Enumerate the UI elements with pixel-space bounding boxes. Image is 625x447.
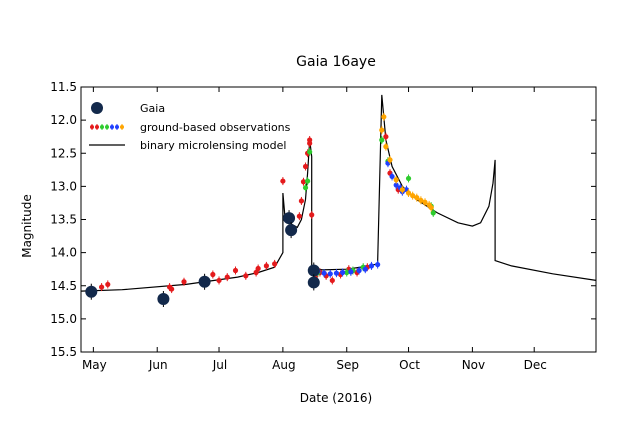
x-tick-label: Aug <box>272 358 295 372</box>
ground-point-red <box>99 284 105 290</box>
ground-point-blue <box>389 173 395 180</box>
ground-point-green <box>344 269 350 276</box>
legend-ground-marker-blue <box>115 125 119 129</box>
gaia-point <box>285 224 298 237</box>
ground-point-green <box>302 185 309 191</box>
legend-ground-marker-green <box>100 125 104 129</box>
y-tick-label: 15.5 <box>50 345 77 359</box>
y-tick-label: 14.0 <box>50 246 77 260</box>
ground-point-green <box>379 137 385 143</box>
ground-point-red <box>263 263 269 269</box>
x-tick-label: Jun <box>148 358 168 372</box>
legend-gaia-label: Gaia <box>140 102 165 115</box>
ground-point-blue <box>333 270 340 276</box>
ground-point-blue <box>327 271 333 277</box>
ground-point-red <box>243 273 249 279</box>
gaia-point <box>307 276 320 289</box>
ground-point-orange <box>379 127 385 133</box>
y-tick-label: 13.5 <box>50 213 77 227</box>
ground-point-green <box>307 149 313 155</box>
ground-point-red <box>383 134 389 140</box>
x-tick-label: Oct <box>399 358 420 372</box>
ground-point-orange <box>428 204 434 211</box>
ground-point-red <box>224 274 230 280</box>
ground-point-orange <box>414 195 420 201</box>
x-tick-label: Sep <box>336 358 359 372</box>
ground-point-blue <box>362 266 368 272</box>
ground-point-red <box>216 277 222 284</box>
y-tick-label: 12.0 <box>50 113 77 127</box>
legend-model-label: binary microlensing model <box>140 139 286 152</box>
y-tick-label: 11.5 <box>50 80 77 94</box>
ground-point-blue <box>321 270 327 276</box>
ground-point-blue <box>368 263 375 269</box>
ground-point-orange <box>410 193 416 199</box>
gaia-point <box>307 264 320 277</box>
ground-point-red <box>272 261 278 267</box>
ground-point-red <box>181 279 187 285</box>
y-tick-label: 12.5 <box>50 146 77 160</box>
gaia-point <box>157 293 170 305</box>
ground-point-red <box>232 267 239 274</box>
ground-point-orange <box>422 199 428 205</box>
ground-point-blue <box>348 269 354 275</box>
x-tick-label: Jul <box>212 358 227 372</box>
ground-point-red <box>309 212 315 218</box>
legend-gaia-marker <box>91 102 103 114</box>
y-tick-label: 13.0 <box>50 179 77 193</box>
ground-point-orange <box>383 144 389 150</box>
chart-title: Gaia 16aye <box>296 54 376 70</box>
ground-point-red <box>302 163 309 170</box>
legend-ground-marker-blue <box>110 125 114 129</box>
ground-point-red <box>169 286 175 292</box>
y-tick-label: 14.5 <box>50 279 77 293</box>
ground-point-blue <box>356 267 362 274</box>
y-axis-label: Magnitude <box>20 194 34 258</box>
x-axis-label: Date (2016) <box>300 391 372 405</box>
ground-point-green <box>405 175 412 182</box>
ground-point-green <box>305 178 311 184</box>
ground-point-red <box>298 198 305 204</box>
legend-ground-marker-green <box>105 125 109 129</box>
legend-ground-marker-red <box>95 125 99 129</box>
legend-ground-label: ground-based observations <box>140 121 291 134</box>
gaia-point <box>283 212 296 225</box>
ground-point-orange <box>381 114 387 120</box>
gaia-point <box>85 285 98 298</box>
x-tick-label: Nov <box>462 358 485 372</box>
ground-point-red <box>210 271 216 278</box>
ground-point-blue <box>393 182 399 188</box>
gaia-point <box>198 275 211 288</box>
ground-point-red <box>329 277 335 284</box>
ground-point-orange <box>393 177 399 183</box>
legend-ground-marker-red <box>90 125 94 129</box>
x-tick-label: Dec <box>524 358 547 372</box>
ground-point-red <box>253 269 259 276</box>
ground-point-blue <box>340 269 346 276</box>
ground-point-red <box>307 140 313 146</box>
ground-point-red <box>300 179 307 185</box>
ground-point-red <box>296 213 302 219</box>
ground-point-red <box>255 265 261 272</box>
ground-point-blue <box>375 261 381 268</box>
ground-point-orange <box>405 190 412 196</box>
ground-point-red <box>105 281 111 288</box>
ground-point-orange <box>387 157 393 163</box>
ground-point-green <box>430 210 436 216</box>
ground-point-red <box>280 178 286 184</box>
ground-point-orange <box>399 187 405 193</box>
legend-ground-marker-orange <box>120 125 124 129</box>
x-tick-label: May <box>82 358 107 372</box>
ground-point-orange <box>418 197 424 203</box>
y-tick-label: 15.0 <box>50 312 77 326</box>
